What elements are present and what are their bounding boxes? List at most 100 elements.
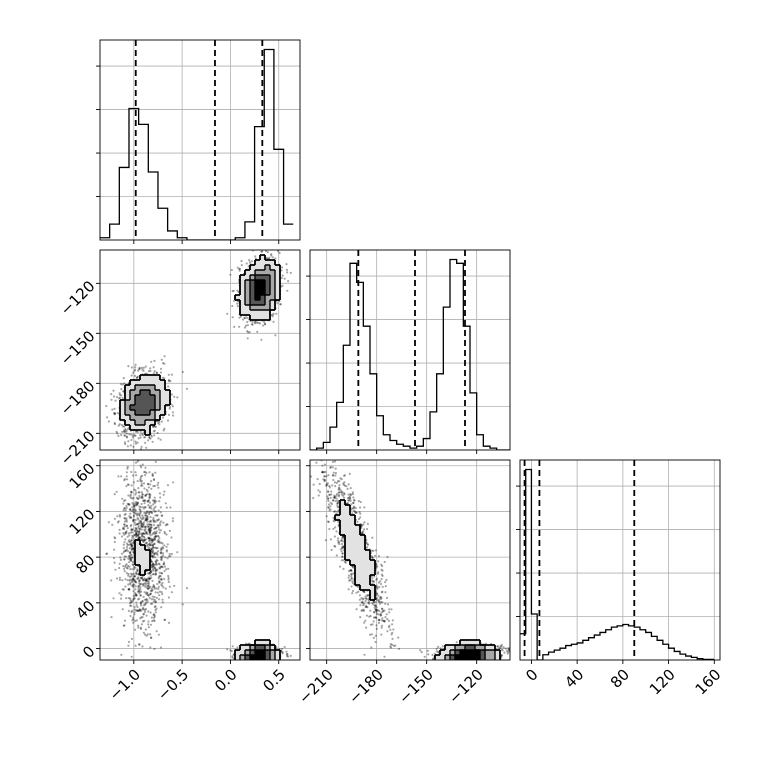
scatter-point <box>170 552 173 556</box>
density-cell <box>475 645 481 651</box>
density-cell <box>260 310 266 316</box>
scatter-point <box>148 527 151 530</box>
scatter-point <box>124 499 127 502</box>
density-cell <box>135 415 141 421</box>
scatter-point <box>149 516 152 519</box>
scatter-point <box>371 556 374 559</box>
scatter-point <box>155 547 158 550</box>
scatter-point <box>127 494 130 497</box>
scatter-point <box>353 499 356 502</box>
scatter-point <box>352 565 355 568</box>
scatter-point <box>144 582 147 585</box>
scatter-point <box>145 598 148 601</box>
density-cell <box>365 570 371 576</box>
scatter-point <box>148 585 151 588</box>
density-cell <box>355 565 361 571</box>
scatter-point <box>129 543 132 546</box>
density-cell <box>345 555 351 561</box>
scatter-point <box>137 585 140 589</box>
scatter-point <box>138 597 141 600</box>
scatter-point <box>342 494 345 497</box>
scatter-point <box>160 514 163 517</box>
density-cell <box>245 280 251 286</box>
scatter-point <box>136 569 139 572</box>
scatter-point <box>371 623 374 626</box>
density-cell <box>135 385 141 391</box>
scatter-point <box>146 633 149 636</box>
scatter-point <box>384 585 387 588</box>
scatter-point <box>130 558 133 561</box>
scatter-point <box>161 566 164 569</box>
scatter-point <box>158 590 161 593</box>
scatter-point <box>118 566 121 570</box>
scatter-point <box>125 519 128 522</box>
density-cell <box>255 285 261 291</box>
scatter-point <box>346 487 349 490</box>
density-cell <box>135 545 141 551</box>
scatter-point <box>166 543 169 546</box>
scatter-point <box>138 579 141 582</box>
scatter-point <box>129 597 132 600</box>
scatter-point <box>154 573 157 576</box>
scatter-point <box>361 532 364 535</box>
scatter-point <box>154 605 157 608</box>
density-cell <box>130 425 136 431</box>
scatter-point <box>135 534 138 537</box>
scatter-point <box>113 561 116 564</box>
scatter-point <box>151 472 154 475</box>
scatter-point <box>144 506 147 509</box>
scatter-point <box>124 538 127 541</box>
scatter-point <box>387 626 390 629</box>
scatter-point <box>139 436 142 439</box>
scatter-point <box>389 628 392 631</box>
scatter-point <box>151 533 154 536</box>
scatter-point <box>324 539 327 542</box>
scatter-point <box>153 552 156 556</box>
scatter-point <box>129 556 132 559</box>
scatter-point <box>379 595 382 599</box>
scatter-point <box>128 558 131 561</box>
scatter-point <box>147 581 150 584</box>
scatter-point <box>343 493 346 496</box>
scatter-point <box>366 546 369 549</box>
scatter-point <box>165 523 168 526</box>
density-cell <box>360 550 366 556</box>
scatter-point <box>130 516 133 519</box>
scatter-point <box>147 499 150 502</box>
scatter-point <box>142 612 145 616</box>
contour-line <box>124 264 276 426</box>
scatter-point <box>342 540 345 543</box>
density-cell <box>275 290 281 296</box>
scatter-point <box>349 569 353 572</box>
scatter-point <box>359 500 362 504</box>
scatter-point <box>135 502 138 505</box>
scatter-point <box>170 403 173 406</box>
scatter-point <box>157 580 160 583</box>
scatter-point <box>171 411 174 414</box>
scatter-point <box>361 524 364 527</box>
scatter-point <box>359 506 362 509</box>
scatter-point <box>134 580 137 583</box>
scatter-point <box>132 518 135 522</box>
scatter-point <box>152 524 156 527</box>
scatter-point <box>152 585 156 588</box>
scatter-point <box>113 412 116 415</box>
scatter-point <box>243 326 247 329</box>
scatter-point <box>423 655 426 658</box>
scatter-point <box>394 644 397 647</box>
scatter-point <box>127 588 130 591</box>
density-cell <box>480 645 486 651</box>
scatter-point <box>132 575 136 578</box>
scatter-point <box>129 541 132 544</box>
scatter-point <box>138 582 141 585</box>
scatter-point <box>248 259 251 262</box>
scatter-point <box>144 436 147 439</box>
scatter-point <box>143 598 146 601</box>
scatter-point <box>132 511 135 514</box>
density-cell <box>130 395 136 401</box>
scatter-point <box>138 496 141 499</box>
scatter-point <box>149 574 152 577</box>
scatter-point <box>333 535 336 538</box>
scatter-point <box>176 551 179 554</box>
